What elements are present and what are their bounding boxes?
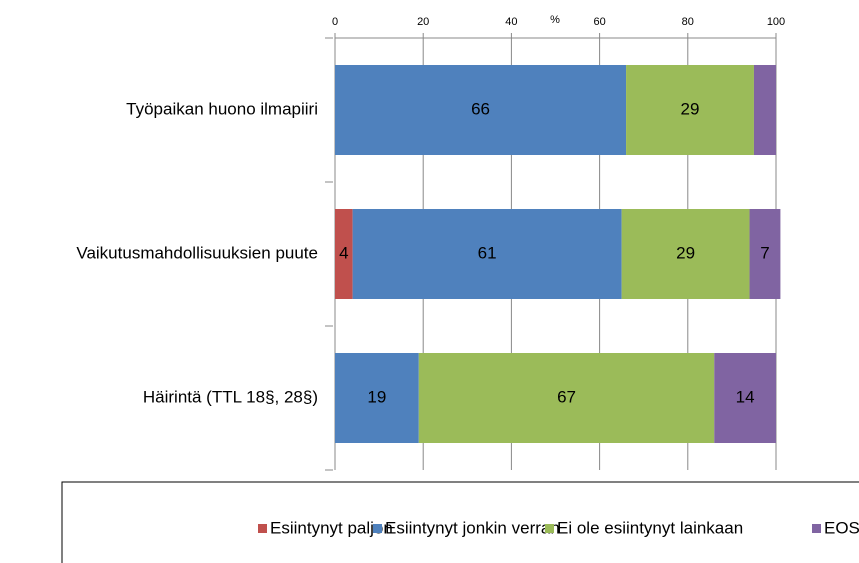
x-tick-label: 20 — [417, 16, 429, 28]
legend-swatch — [258, 524, 267, 533]
value-label: 7 — [760, 243, 769, 262]
legend-box — [61, 481, 859, 563]
bar-segment — [621, 209, 750, 299]
x-tick-label: 60 — [593, 16, 605, 28]
value-label: 29 — [676, 243, 695, 262]
legend-label: Ei ole esiintynyt lainkaan — [557, 518, 743, 537]
bar-segment — [626, 65, 754, 155]
legend-swatch — [812, 524, 821, 533]
value-label: 67 — [557, 387, 576, 406]
bar-segment — [749, 209, 781, 299]
x-axis-label: % — [550, 14, 560, 26]
x-tick-label: 80 — [682, 16, 694, 28]
y-tick-label: Häirintä (TTL 18§, 28§) — [143, 387, 318, 406]
bar-segment — [753, 65, 776, 155]
y-tick-label: Työpaikan huono ilmapiiri — [126, 99, 318, 118]
value-label: 29 — [681, 99, 700, 118]
legend-label: Esiintynyt paljon — [270, 518, 393, 537]
legend-swatch — [545, 524, 554, 533]
bar-segment — [335, 353, 419, 443]
value-label: 14 — [736, 387, 755, 406]
y-tick-label: Vaikutusmahdollisuuksien puute — [76, 243, 318, 262]
legend-swatch — [373, 524, 382, 533]
value-label: 66 — [471, 99, 490, 118]
bar-segment — [335, 65, 627, 155]
value-label: 61 — [478, 243, 497, 262]
bar-segment — [335, 209, 353, 299]
bar-segment — [352, 209, 622, 299]
x-tick-label: 0 — [332, 16, 338, 28]
x-tick-label: 40 — [505, 16, 517, 28]
x-tick-label: 100 — [767, 16, 785, 28]
value-label: 4 — [339, 243, 348, 262]
legend-label: Esiintynyt jonkin verran — [385, 518, 560, 537]
bar-segment — [418, 353, 715, 443]
value-label: 19 — [367, 387, 386, 406]
bar-segment — [714, 353, 776, 443]
legend-label: EOS — [824, 518, 859, 537]
